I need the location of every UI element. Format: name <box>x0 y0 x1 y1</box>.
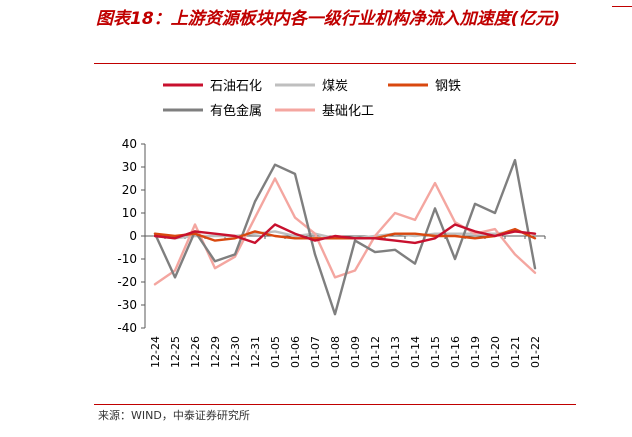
x-tick-label: 01-06 <box>289 336 302 368</box>
x-tick-label: 12-24 <box>149 336 162 368</box>
y-tick-label: 40 <box>122 137 137 151</box>
x-tick-label: 12-30 <box>229 336 242 368</box>
legend-label: 煤炭 <box>322 79 348 94</box>
y-tick-label: 10 <box>122 206 137 220</box>
x-tick-label: 01-16 <box>449 336 462 368</box>
x-tick-label: 01-09 <box>349 336 362 368</box>
footer-divider <box>94 404 576 405</box>
chart-title: 图表18：上游资源板块内各一级行业机构净流入加速度(亿元) <box>96 9 561 29</box>
x-tick-label: 12-26 <box>189 336 202 368</box>
y-tick-label: -10 <box>117 252 137 266</box>
y-tick-label: 20 <box>122 183 137 197</box>
legend-label: 有色金属 <box>210 103 262 119</box>
y-tick-label: 30 <box>122 160 137 174</box>
adjacent-panel-divider <box>612 6 632 7</box>
legend-label: 石油石化 <box>210 79 262 94</box>
series-line-1 <box>153 223 537 245</box>
legend-label: 基础化工 <box>322 104 374 119</box>
x-tick-label: 01-22 <box>529 336 542 368</box>
x-tick-label: 01-05 <box>269 336 282 368</box>
x-tick-label: 01-21 <box>509 336 522 368</box>
title-divider <box>94 63 576 64</box>
series-line-4 <box>153 158 537 316</box>
y-tick-label: -30 <box>117 298 137 312</box>
y-tick-label: 0 <box>129 229 137 243</box>
x-tick-label: 12-25 <box>169 336 182 368</box>
x-tick-label: 01-13 <box>389 336 402 368</box>
x-tick-label: 01-07 <box>309 336 322 368</box>
legend-label: 钢铁 <box>435 79 461 94</box>
x-tick-label: 01-14 <box>409 336 422 368</box>
x-tick-label: 12-31 <box>249 336 262 368</box>
x-tick-label: 01-15 <box>429 336 442 368</box>
x-tick-label: 01-20 <box>489 336 502 368</box>
y-tick-label: -40 <box>117 321 137 335</box>
x-tick-label: 01-19 <box>469 336 482 368</box>
x-tick-label: 12-29 <box>209 336 222 368</box>
x-tick-label: 01-12 <box>369 336 382 368</box>
source-note: 来源：WIND，中泰证券研究所 <box>98 409 250 422</box>
y-tick-label: -20 <box>117 275 137 289</box>
x-tick-label: 01-08 <box>329 336 342 368</box>
